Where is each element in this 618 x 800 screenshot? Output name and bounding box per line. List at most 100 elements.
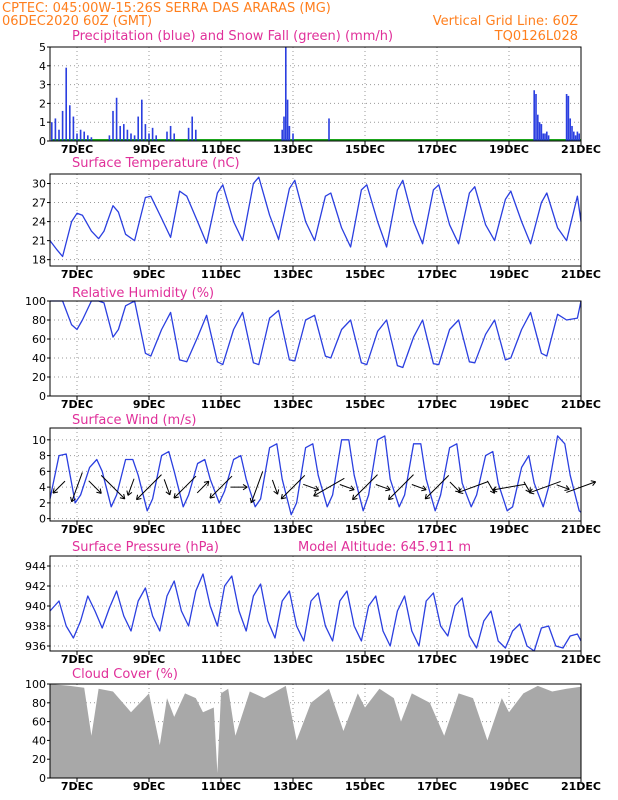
wind-arrow [411, 484, 427, 492]
precip-ytick-label: 5 [39, 41, 46, 54]
wind-ytick-label: 8 [39, 450, 46, 463]
wind-xtick-label: 17DEC [417, 523, 457, 536]
wind-arrow-head [126, 490, 129, 496]
wind-arrow-head [277, 489, 280, 495]
wind-arrow-head [99, 488, 102, 494]
precip-xtick-label: 15DEC [345, 143, 385, 156]
wind-arrow [492, 483, 526, 493]
wind-arrow-head [123, 493, 126, 499]
precip-frame [49, 46, 582, 142]
cloud-ytick-label: 80 [32, 697, 46, 710]
cloud-ytick-label: 60 [32, 716, 46, 729]
precip-bar [65, 67, 68, 141]
precip-bar [83, 131, 86, 141]
precip-bar [68, 105, 71, 141]
wind-arrow-head [385, 489, 391, 492]
precip-bar [547, 135, 550, 141]
wind-xtick-label: 7DEC [61, 523, 93, 536]
wind-arrow-head [136, 498, 142, 501]
wind-arrow [351, 474, 378, 501]
precip-bar [133, 135, 136, 141]
pres-line [49, 573, 582, 652]
wind-arrow-head [165, 491, 171, 496]
wind-arrow-shaft [556, 484, 570, 490]
wind-arrow-head [492, 486, 497, 491]
wind-arrow-shaft [352, 474, 378, 500]
wind-arrow-head [529, 492, 535, 495]
temp-xtick-label: 21DEC [561, 268, 601, 281]
precip-xtick-label: 21DEC [561, 143, 601, 156]
rh-xtick-label: 15DEC [345, 398, 385, 411]
rh-xtick-label: 17DEC [417, 398, 457, 411]
wind-arrow-head [351, 494, 355, 500]
precip-bar [166, 131, 168, 141]
wind-arrow-head [52, 488, 55, 494]
precip-bar [533, 90, 536, 141]
rh-title: Relative Humidity (%) [72, 286, 214, 301]
wind-arrow-head [173, 493, 176, 499]
precip-bar [328, 118, 330, 141]
cloud-xtick-label: 13DEC [273, 780, 313, 793]
wind-arrow-shaft [280, 474, 306, 500]
header-date: 06DEC2020 60Z (GMT) [2, 14, 152, 29]
cloud-ytick-label: 20 [32, 753, 46, 766]
wind-line [49, 435, 582, 516]
wind-arrow-head [590, 480, 596, 483]
rh-panel: 0 20 40 60 80 100 7DEC 9DEC 11DEC 13DEC 15DEC 17DEC… [25, 295, 601, 411]
rh-ytick-label: 80 [32, 314, 46, 327]
pres-xtick-label: 19DEC [489, 653, 529, 666]
temp-xtick-label: 19DEC [489, 268, 529, 281]
cloud-xtick-label: 17DEC [417, 780, 457, 793]
cloud-xtick-label: 19DEC [489, 780, 529, 793]
wind-arrow-head [135, 494, 139, 500]
wind-arrow [173, 475, 197, 499]
precip-ytick-label: 0 [39, 135, 46, 148]
rh-xtick-label: 19DEC [489, 398, 529, 411]
pres-xtick-label: 9DEC [133, 653, 165, 666]
precip-bar [535, 94, 537, 141]
wind-frame [49, 427, 582, 522]
wind-ytick-label: 6 [39, 465, 46, 478]
precip-bar [565, 94, 568, 141]
precip-bar [281, 129, 284, 141]
wind-arrow-head [249, 497, 252, 503]
cloud-ytick-label: 100 [25, 678, 46, 691]
temp-xtick-label: 7DEC [61, 268, 93, 281]
wind-arrow-shaft [100, 474, 126, 500]
cloud-ytick-label: 40 [32, 734, 46, 747]
wind-arrow-shaft [71, 472, 83, 502]
rh-xtick-label: 7DEC [61, 398, 93, 411]
wind-ytick-label: 2 [39, 497, 46, 510]
precip-xtick-label: 7DEC [61, 143, 93, 156]
precip-bar [169, 125, 172, 141]
wind-arrow-shaft [492, 483, 526, 491]
header-station: CPTEC: 045:00W-15:26S SERRA DAS ARARAS (… [2, 1, 331, 16]
temp-ytick-label: 24 [32, 216, 46, 229]
wind-arrow [163, 479, 172, 496]
precip-bar [545, 131, 548, 141]
wind-arrow-head [207, 481, 210, 487]
wind-xtick-label: 21DEC [561, 523, 601, 536]
wind-arrow [271, 479, 280, 495]
wind-arrow-head [421, 489, 427, 492]
precip-bar [173, 133, 176, 141]
temp-line [49, 176, 582, 258]
precip-bar [574, 135, 577, 141]
rh-xtick-label: 9DEC [133, 398, 165, 411]
temp-title: Surface Temperature (nC) [72, 156, 240, 171]
wind-arrow-head [349, 489, 355, 492]
precip-ytick-label: 3 [39, 79, 46, 92]
pres-panel: 936 938 940 942 944 7DEC 9DEC 11DEC 13DEC 15DEC 17… [25, 555, 601, 666]
wind-arrow [126, 478, 135, 496]
cloud-xtick-label: 11DEC [201, 780, 241, 793]
wind-arrow [135, 474, 162, 501]
precip-bar [130, 133, 132, 141]
pres-ytick-label: 944 [25, 560, 46, 573]
wind-arrow-shaft [127, 478, 135, 496]
pres-title: Surface Pressure (hPa) [72, 540, 219, 555]
wind-arrow [523, 481, 531, 493]
temp-xtick-label: 9DEC [133, 268, 165, 281]
temp-ytick-label: 21 [32, 235, 46, 248]
pres-xtick-label: 15DEC [345, 653, 385, 666]
